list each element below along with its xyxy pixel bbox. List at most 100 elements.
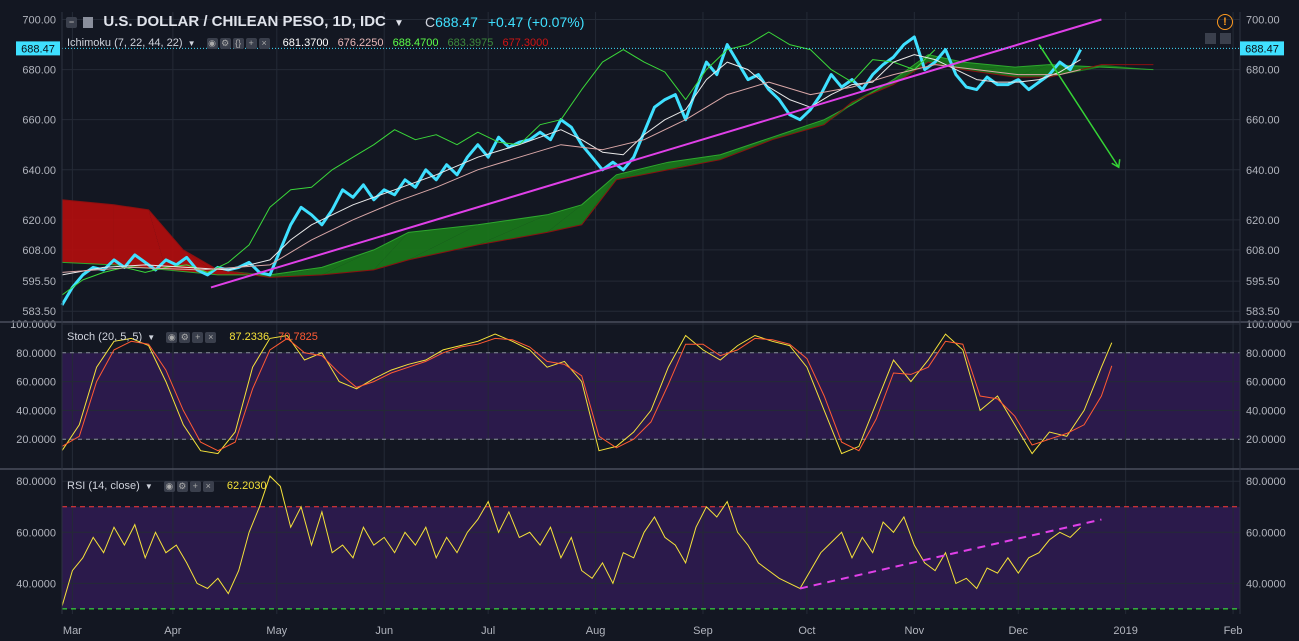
scroll-down-icon[interactable] bbox=[1205, 33, 1216, 44]
rsi-trendline bbox=[799, 518, 1102, 590]
chart-lines bbox=[60, 18, 1240, 607]
x-tick-label: Apr bbox=[164, 625, 181, 637]
price-base-line bbox=[61, 64, 1081, 273]
x-tick-label: Nov bbox=[905, 625, 925, 637]
bull-cloud-segment bbox=[269, 249, 374, 278]
price-y-tick-label-left: 640.00 bbox=[22, 165, 56, 177]
ichimoku-value-1: 681.3700 bbox=[282, 37, 329, 49]
x-tick-label: Dec bbox=[1008, 625, 1028, 637]
chevron-down-icon[interactable]: ▼ bbox=[147, 333, 156, 342]
price-lagging-line bbox=[61, 31, 936, 296]
stoch-legend[interactable]: Stoch (20, 5, 5) ▼ ◉ ⚙ + × 87.2336 70.7825 bbox=[67, 331, 318, 343]
plus-icon[interactable]: + bbox=[189, 480, 201, 492]
x-tick-label: May bbox=[266, 625, 287, 637]
cloud-span-a-line bbox=[61, 54, 1154, 276]
price-y-tick-label-right: 620.00 bbox=[1246, 215, 1280, 227]
bull-cloud-segment bbox=[616, 154, 721, 180]
stoch-k-value: 87.2336 bbox=[229, 331, 270, 343]
stoch-d-value: 70.7825 bbox=[278, 331, 318, 343]
stoch-d-line bbox=[61, 337, 1113, 452]
rsi-y-tick-label-right: 80.0000 bbox=[1246, 476, 1286, 488]
price-y-tick-label-right: 700.00 bbox=[1246, 15, 1280, 27]
symbol-title-text: U.S. DOLLAR / CHILEAN PESO, 1D, IDC bbox=[103, 13, 386, 30]
rsi-value: 62.2030 bbox=[226, 480, 267, 492]
plus-icon[interactable]: + bbox=[192, 331, 204, 343]
price-y-tick-label-right: 608.00 bbox=[1246, 245, 1280, 257]
cloud-span-b-line bbox=[61, 61, 1154, 278]
rsi-y-tick-label-right: 60.0000 bbox=[1246, 527, 1286, 539]
rsi-y-tick-label-left: 60.0000 bbox=[16, 527, 56, 539]
scale-icon[interactable] bbox=[1220, 33, 1231, 44]
price-y-tick-label-left: 608.00 bbox=[22, 245, 56, 257]
warning-icon[interactable]: ! bbox=[1217, 14, 1233, 30]
rsi-y-tick-label-left: 40.0000 bbox=[16, 578, 56, 590]
x-tick-label: Oct bbox=[798, 625, 815, 637]
bear-cloud-segment bbox=[62, 199, 114, 265]
symbol-title[interactable]: − U.S. DOLLAR / CHILEAN PESO, 1D, IDC ▼ bbox=[66, 13, 404, 30]
chevron-down-icon[interactable]: ▼ bbox=[394, 18, 404, 29]
price-y-tick-label-right: 583.50 bbox=[1246, 306, 1280, 318]
ichimoku-value-2: 676.2250 bbox=[337, 37, 384, 49]
rsi-line bbox=[61, 475, 1081, 607]
close-icon[interactable]: × bbox=[202, 480, 214, 492]
price-trendline bbox=[210, 18, 1102, 289]
bull-cloud-segment bbox=[408, 214, 548, 260]
gear-icon[interactable]: ⚙ bbox=[176, 480, 188, 492]
gear-icon[interactable]: ⚙ bbox=[219, 37, 231, 49]
close-icon[interactable]: × bbox=[258, 37, 270, 49]
price-y-tick-label-right: 595.50 bbox=[1246, 276, 1280, 288]
eye-icon[interactable]: ◉ bbox=[206, 37, 218, 49]
price-change: +0.47 (+0.07%) bbox=[487, 14, 585, 30]
last-price-tag-right-text: 688.47 bbox=[1245, 43, 1279, 55]
price-value: 688.47 bbox=[435, 14, 478, 30]
price-y-tick-label-left: 700.00 bbox=[22, 15, 56, 27]
close-icon[interactable]: × bbox=[205, 331, 217, 343]
rsi-label: RSI (14, close) bbox=[67, 480, 140, 492]
x-tick-label: Feb bbox=[1224, 625, 1243, 637]
rsi-legend[interactable]: RSI (14, close) ▼ ◉ ⚙ + × 62.2030 bbox=[67, 480, 267, 492]
stoch-label: Stoch (20, 5, 5) bbox=[67, 331, 143, 343]
stoch-y-tick-label-right: 40.0000 bbox=[1246, 405, 1286, 417]
stoch-y-tick-label-left: 100.0000 bbox=[10, 319, 56, 331]
ichimoku-value-5: 677.3000 bbox=[502, 37, 549, 49]
last-price-tag-right bbox=[1240, 41, 1284, 56]
grid bbox=[62, 12, 1240, 614]
bull-cloud-segment bbox=[373, 224, 478, 270]
bear-cloud-segment bbox=[113, 204, 166, 270]
stoch-y-tick-label-left: 80.0000 bbox=[16, 348, 56, 360]
rsi-y-tick-label-right: 40.0000 bbox=[1246, 578, 1286, 590]
projection-arrowhead bbox=[1111, 159, 1121, 169]
ichimoku-label: Ichimoku (7, 22, 44, 22) bbox=[67, 37, 183, 49]
eye-icon[interactable]: ◉ bbox=[163, 480, 175, 492]
collapse-icon[interactable]: − bbox=[66, 16, 77, 28]
price-readout: C688.47 +0.47 (+0.07%) bbox=[425, 14, 584, 30]
eye-icon[interactable]: ◉ bbox=[166, 331, 178, 343]
flag-icon bbox=[83, 16, 94, 28]
price-y-tick-label-left: 620.00 bbox=[22, 215, 56, 227]
axes: Mar Apr May Jun Jul Aug Sep Oct Nov Dec 2019 Feb 700… bbox=[0, 12, 1299, 637]
projection-arrow-line bbox=[1038, 44, 1120, 168]
bull-cloud-segment bbox=[1014, 64, 1102, 78]
braces-icon[interactable]: {} bbox=[232, 37, 244, 49]
bear-cloud-segment bbox=[183, 249, 270, 275]
price-y-tick-label-left: 595.50 bbox=[22, 276, 56, 288]
gear-icon[interactable]: ⚙ bbox=[179, 331, 191, 343]
x-tick-label: Mar bbox=[63, 625, 82, 637]
x-tick-label: Aug bbox=[586, 625, 606, 637]
stoch-y-tick-label-right: 20.0000 bbox=[1246, 434, 1286, 446]
last-price-tag-left bbox=[16, 41, 60, 56]
price-y-tick-label-right: 660.00 bbox=[1246, 115, 1280, 127]
ichimoku-legend[interactable]: Ichimoku (7, 22, 44, 22) ▼ ◉ ⚙{} + × 681.37… bbox=[67, 37, 548, 49]
x-tick-label: 2019 bbox=[1113, 625, 1137, 637]
bull-cloud-segment bbox=[477, 204, 582, 245]
bull-cloud-segment bbox=[547, 174, 617, 233]
stoch-band bbox=[62, 352, 1240, 440]
ichimoku-value-4: 683.3975 bbox=[447, 37, 494, 49]
chevron-down-icon[interactable]: ▼ bbox=[144, 482, 153, 491]
bull-cloud-segment bbox=[962, 64, 1050, 78]
plus-icon[interactable]: + bbox=[245, 37, 257, 49]
chevron-down-icon[interactable]: ▼ bbox=[187, 39, 196, 48]
price-y-tick-label-left: 660.00 bbox=[22, 115, 56, 127]
rsi-y-tick-label-left: 80.0000 bbox=[16, 476, 56, 488]
